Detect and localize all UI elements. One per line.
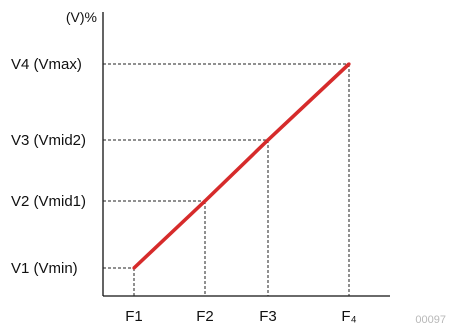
series-points	[132, 62, 351, 270]
y-axis-unit-label: (V)%	[66, 9, 97, 25]
y-tick-label-v4: V4 (Vmax)	[11, 56, 82, 73]
y-tick-label-v3: V3 (Vmid2)	[11, 132, 86, 149]
x-tick-label-f1: F1	[125, 308, 143, 325]
x-tick-label-f3: F3	[259, 308, 277, 325]
data-point-2	[203, 199, 207, 203]
series-line	[132, 62, 351, 270]
x-tick-label-f2: F2	[196, 308, 214, 325]
y-tick-label-v1: V1 (Vmin)	[11, 260, 78, 277]
y-tick-label-v2: V2 (Vmid1)	[11, 193, 86, 210]
data-point-1	[132, 266, 136, 270]
dashed-guides	[103, 63, 350, 296]
data-point-4	[347, 62, 351, 66]
data-point-3	[266, 138, 270, 142]
x-tick-label-f4: F₄	[341, 308, 356, 325]
corner-note: 00097	[415, 314, 446, 325]
